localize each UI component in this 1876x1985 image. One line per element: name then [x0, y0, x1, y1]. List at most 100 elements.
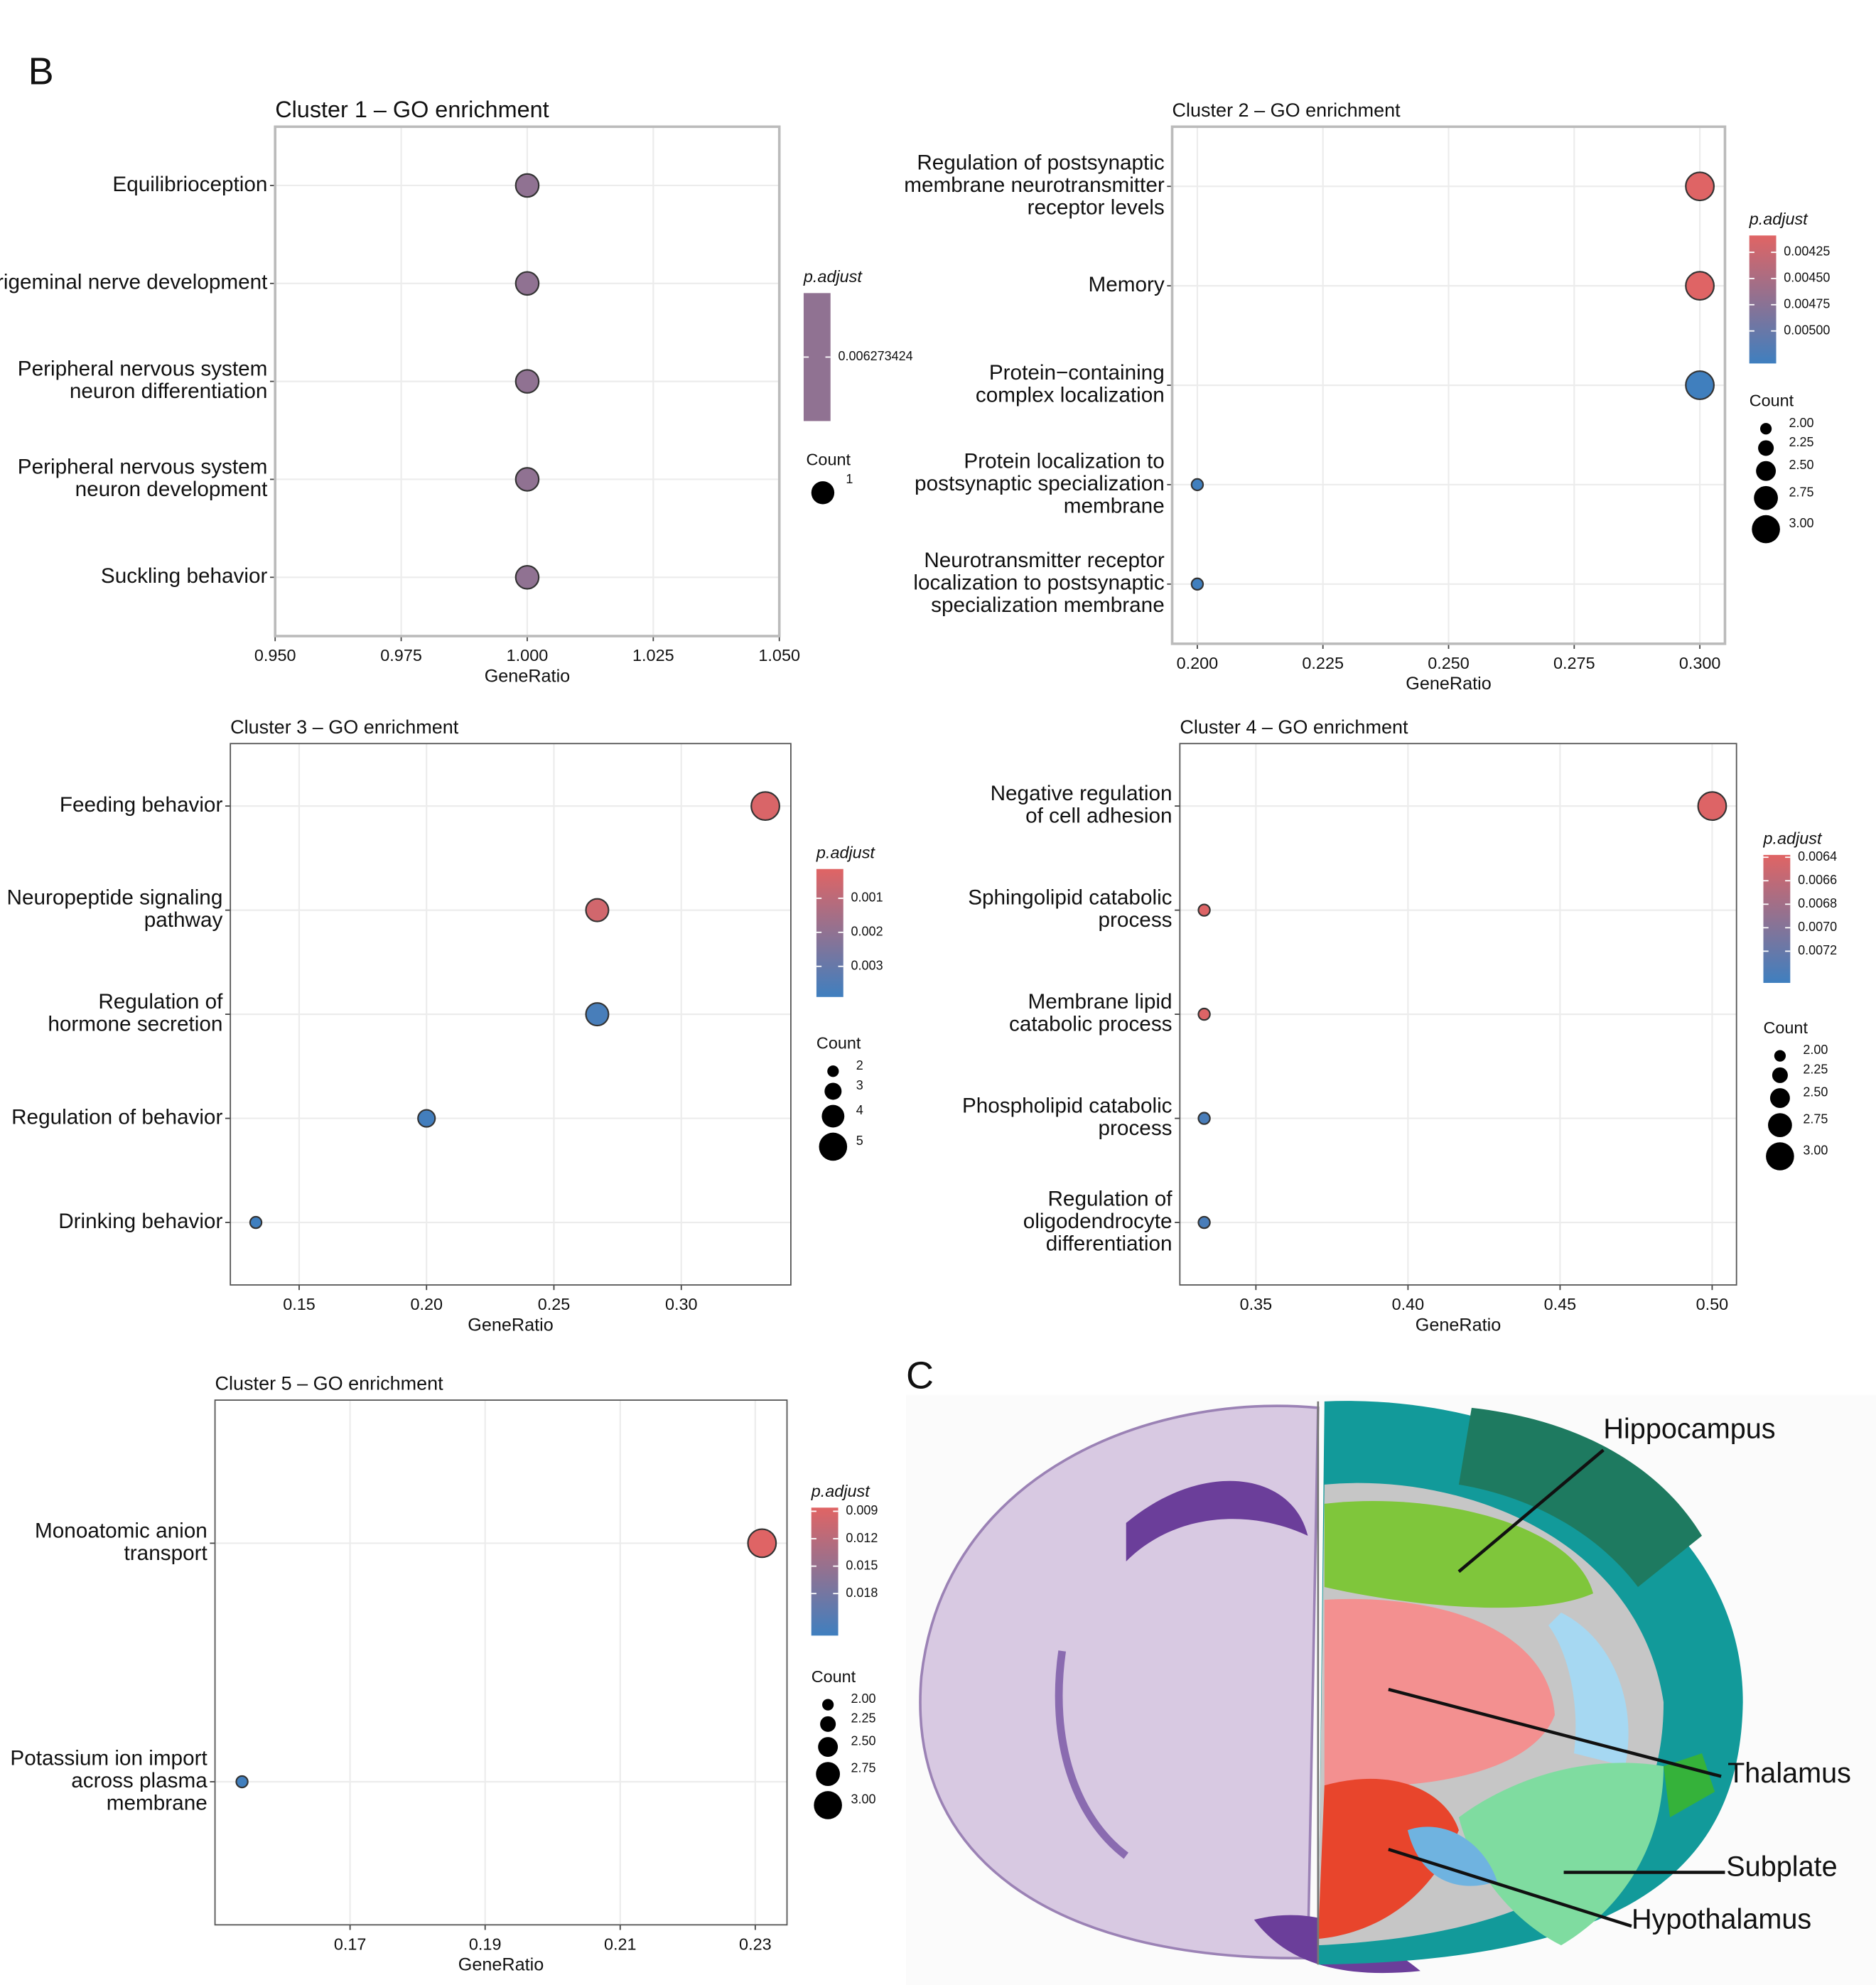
- size-tick-label: 2.25: [1789, 435, 1814, 449]
- color-tick-label: 0.003: [851, 958, 883, 972]
- color-bar: [816, 868, 843, 997]
- dot: [1190, 577, 1204, 591]
- dot: [514, 173, 540, 198]
- plot-border: [214, 1399, 788, 1926]
- y-tick-label: Peripheral nervous system: [18, 456, 268, 479]
- x-tick-label: 0.20: [410, 1295, 443, 1313]
- size-key: [819, 1132, 848, 1161]
- legend-title: Count: [816, 1034, 861, 1053]
- size-tick-label: 4: [856, 1103, 863, 1117]
- size-key: [1756, 461, 1777, 481]
- color-tick-label: 0.00500: [1784, 323, 1830, 337]
- x-tick-label: 0.19: [469, 1935, 502, 1953]
- y-tick-label: Feeding behavior: [60, 793, 223, 817]
- x-tick-label: 0.275: [1553, 654, 1595, 672]
- dot: [1697, 791, 1727, 822]
- plot-border: [274, 125, 781, 638]
- x-tick-label: 0.250: [1428, 654, 1470, 672]
- dot: [1197, 1215, 1211, 1230]
- y-tick-label: Potassium ion import: [10, 1746, 207, 1770]
- y-tick-label: receptor levels: [1028, 196, 1165, 220]
- x-tick-label: 0.950: [254, 646, 296, 665]
- x-axis-label: GeneRatio: [485, 666, 571, 686]
- size-tick-label: 2.75: [1789, 485, 1814, 499]
- brain-annotation: Thalamus: [1727, 1758, 1851, 1789]
- y-tick-label: localization to postsynaptic: [913, 571, 1164, 595]
- size-key: [1769, 1088, 1790, 1109]
- x-tick-label: 0.21: [604, 1935, 637, 1953]
- color-tick-label: 0.015: [846, 1558, 878, 1572]
- x-tick-label: 0.50: [1696, 1295, 1729, 1313]
- size-key: [1772, 1067, 1788, 1083]
- y-tick-label: Drinking behavior: [58, 1210, 222, 1233]
- legend-title: p.adjust: [816, 843, 875, 861]
- y-tick-label: Trigeminal nerve development: [0, 271, 268, 294]
- size-tick-label: 2.00: [1789, 416, 1814, 430]
- y-tick-label: postsynaptic specialization: [915, 472, 1165, 495]
- legend-title: Count: [812, 1667, 856, 1686]
- size-tick-label: 2.75: [1803, 1112, 1828, 1126]
- size-tick-label: 2.25: [1803, 1062, 1828, 1076]
- color-tick-label: 0.00450: [1784, 271, 1830, 285]
- y-tick-label: Regulation of postsynaptic: [917, 151, 1165, 175]
- y-tick-label: Peripheral nervous system: [18, 357, 268, 381]
- dot: [1685, 271, 1715, 301]
- size-key: [827, 1065, 839, 1077]
- size-tick-label: 2.50: [1789, 458, 1814, 472]
- color-tick-label: 0.00475: [1784, 297, 1830, 311]
- x-tick-label: 0.40: [1392, 1295, 1425, 1313]
- dot: [417, 1109, 436, 1128]
- panel-label: C: [906, 1355, 934, 1397]
- legend-title: p.adjust: [803, 267, 863, 286]
- size-key: [820, 1716, 836, 1732]
- y-tick-label: Neurotransmitter receptor: [924, 549, 1165, 572]
- plot-border: [1179, 743, 1737, 1286]
- y-tick-label: complex localization: [976, 384, 1165, 407]
- y-tick-label: Membrane lipid: [1028, 990, 1172, 1013]
- size-tick-label: 2.00: [851, 1691, 876, 1706]
- dot: [249, 1215, 263, 1230]
- x-axis-label: GeneRatio: [468, 1315, 554, 1335]
- x-axis-label: GeneRatio: [1406, 674, 1491, 694]
- x-tick-label: 1.000: [507, 646, 549, 665]
- x-tick-label: 0.300: [1679, 654, 1721, 672]
- chart-title: Cluster 4 – GO enrichment: [1180, 716, 1408, 738]
- x-tick-label: 0.17: [334, 1935, 367, 1953]
- chart-title: Cluster 3 – GO enrichment: [230, 716, 459, 738]
- y-tick-label: membrane: [107, 1791, 207, 1814]
- dot: [585, 898, 610, 922]
- legend-title: Count: [807, 450, 851, 468]
- color-bar: [1763, 854, 1791, 983]
- y-tick-label: Protein−containing: [989, 361, 1165, 384]
- color-tick-label: 0.002: [851, 925, 883, 939]
- legend-title: p.adjust: [811, 1482, 870, 1500]
- size-key: [811, 481, 835, 505]
- panel-label: B: [28, 50, 54, 93]
- size-tick-label: 2.75: [851, 1761, 876, 1775]
- y-tick-label: Suckling behavior: [101, 564, 268, 588]
- plot-border: [230, 743, 792, 1286]
- chart-title: Cluster 5 – GO enrichment: [215, 1373, 444, 1394]
- color-bar: [811, 1507, 839, 1636]
- dot: [747, 1528, 777, 1559]
- y-tick-label: pathway: [144, 908, 223, 932]
- size-key: [814, 1791, 842, 1819]
- y-tick-label: process: [1099, 1117, 1172, 1140]
- brain-annotation: Hippocampus: [1603, 1414, 1775, 1445]
- y-tick-label: Neuropeptide signaling: [7, 886, 223, 910]
- size-key: [821, 1104, 845, 1128]
- color-tick-label: 0.012: [846, 1531, 878, 1545]
- y-tick-label: Sphingolipid catabolic: [968, 886, 1172, 910]
- size-key: [1758, 440, 1774, 456]
- x-tick-label: 0.975: [380, 646, 422, 665]
- size-key: [818, 1737, 839, 1758]
- y-tick-label: across plasma: [71, 1769, 207, 1792]
- y-tick-label: Regulation of: [98, 990, 223, 1013]
- y-tick-label: differentiation: [1046, 1232, 1172, 1255]
- y-tick-label: hormone secretion: [48, 1013, 222, 1036]
- size-key: [1759, 423, 1772, 435]
- dot: [585, 1002, 610, 1027]
- brain-annotation: Hypothalamus: [1632, 1903, 1811, 1935]
- dot: [514, 369, 540, 394]
